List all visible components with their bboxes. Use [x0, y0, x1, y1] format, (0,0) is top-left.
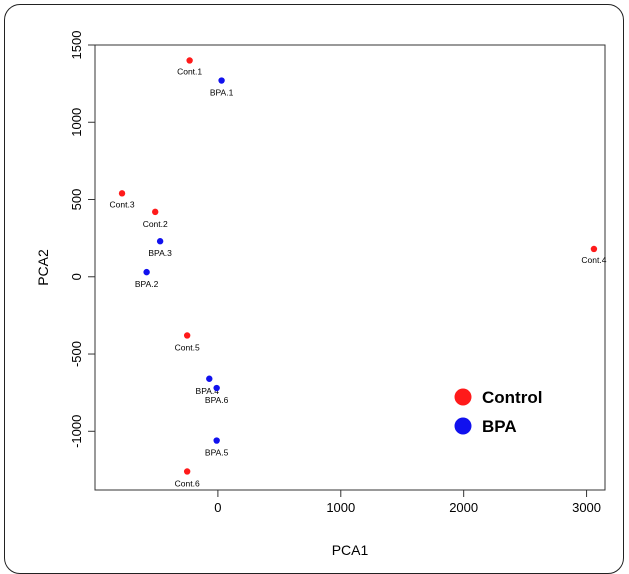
point-label: Cont.1	[177, 66, 202, 76]
x-axis-title: PCA1	[332, 542, 369, 558]
point-label: BPA.5	[205, 448, 229, 458]
point-cont-3	[118, 190, 126, 197]
point-bpa-1	[218, 77, 225, 84]
point-label: Cont.5	[175, 342, 200, 352]
point-cont-6	[183, 468, 191, 475]
point-bpa-4	[206, 375, 213, 382]
point-label: BPA.4	[196, 386, 220, 396]
y-tick-label: 1000	[69, 108, 84, 137]
figure-frame	[4, 4, 624, 574]
y-axis: 1500 1000 500 0 -500 -1000	[69, 31, 95, 448]
point-bpa-5	[213, 437, 220, 444]
pca-scatter-plot: 0 1000 2000 3000 1500 1000 500 0 -500 -1000 Cont…	[35, 31, 607, 558]
point-cont-1	[186, 57, 193, 64]
y-tick-label: 0	[69, 273, 84, 280]
point-label: Cont.2	[143, 219, 168, 229]
y-tick-label: -500	[69, 341, 84, 367]
y-tick-label: 1500	[69, 31, 84, 60]
x-tick-label: 1000	[326, 500, 355, 515]
y-axis-title: PCA2	[35, 249, 51, 286]
point-cont-2	[152, 208, 159, 216]
point-label: Cont.3	[110, 199, 135, 209]
legend-label-control: Control	[482, 388, 542, 407]
point-bpa-6	[213, 384, 220, 392]
point-cont-4	[590, 245, 598, 253]
point-label: BPA.6	[205, 395, 229, 405]
legend: Control BPA	[454, 388, 542, 436]
point-label: BPA.2	[135, 279, 159, 289]
data-points: Cont.1 Cont.2 Cont.3 Cont.4 Cont.5 Cont.6 BPA.…	[110, 57, 607, 488]
x-tick-label: 0	[214, 500, 221, 515]
point-label: BPA.1	[210, 88, 234, 98]
legend-swatch-control	[454, 388, 472, 406]
plot-area	[94, 44, 606, 491]
point-label: Cont.4	[581, 255, 606, 265]
legend-swatch-bpa	[454, 417, 472, 435]
point-label: BPA.3	[148, 248, 172, 258]
point-label: Cont.6	[175, 478, 200, 488]
point-bpa-2	[143, 268, 150, 276]
x-tick-label: 3000	[572, 500, 601, 515]
x-tick-label: 2000	[449, 500, 478, 515]
legend-label-bpa: BPA	[482, 417, 517, 436]
point-cont-5	[183, 332, 191, 339]
y-tick-label: 500	[69, 189, 84, 211]
point-bpa-3	[156, 238, 164, 245]
y-tick-label: -1000	[69, 415, 84, 448]
x-axis: 0 1000 2000 3000	[214, 490, 601, 515]
